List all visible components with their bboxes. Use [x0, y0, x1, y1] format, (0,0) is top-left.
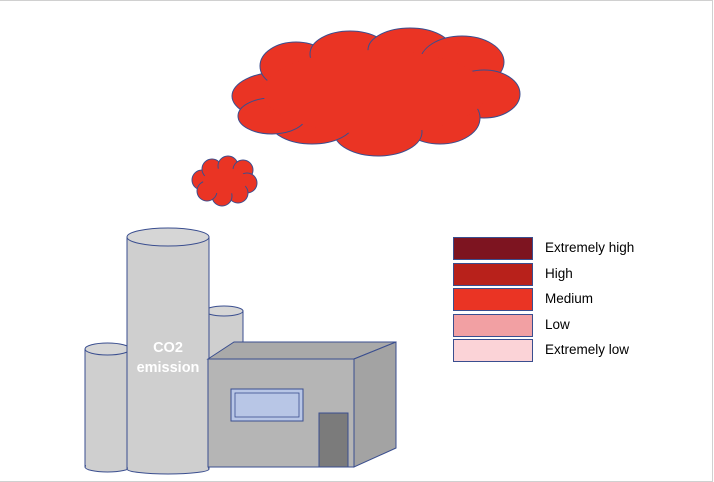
building-door: [318, 412, 349, 468]
legend-label: High: [545, 265, 573, 281]
left-chimney: [84, 342, 131, 473]
chimney-label-emission: emission: [137, 360, 200, 376]
legend-label: Medium: [545, 291, 594, 307]
legend-label: Extremely low: [545, 342, 630, 358]
building-side-wall: [353, 341, 397, 468]
legend-swatch: [453, 262, 533, 286]
legend-label: Extremely high: [545, 240, 635, 255]
main-chimney: CO2 emission: [126, 227, 210, 475]
legend-label: Low: [545, 316, 570, 332]
factory-building: [206, 341, 397, 468]
small-emission-cloud: [191, 155, 258, 207]
chimney-label-co2: CO2: [153, 340, 183, 356]
legend-swatch: [453, 339, 533, 363]
large-emission-cloud: [231, 27, 521, 157]
legend-swatch: [453, 313, 533, 337]
legend-swatch: [453, 288, 533, 312]
building-window: [230, 388, 304, 422]
legend-swatch: [453, 237, 533, 260]
